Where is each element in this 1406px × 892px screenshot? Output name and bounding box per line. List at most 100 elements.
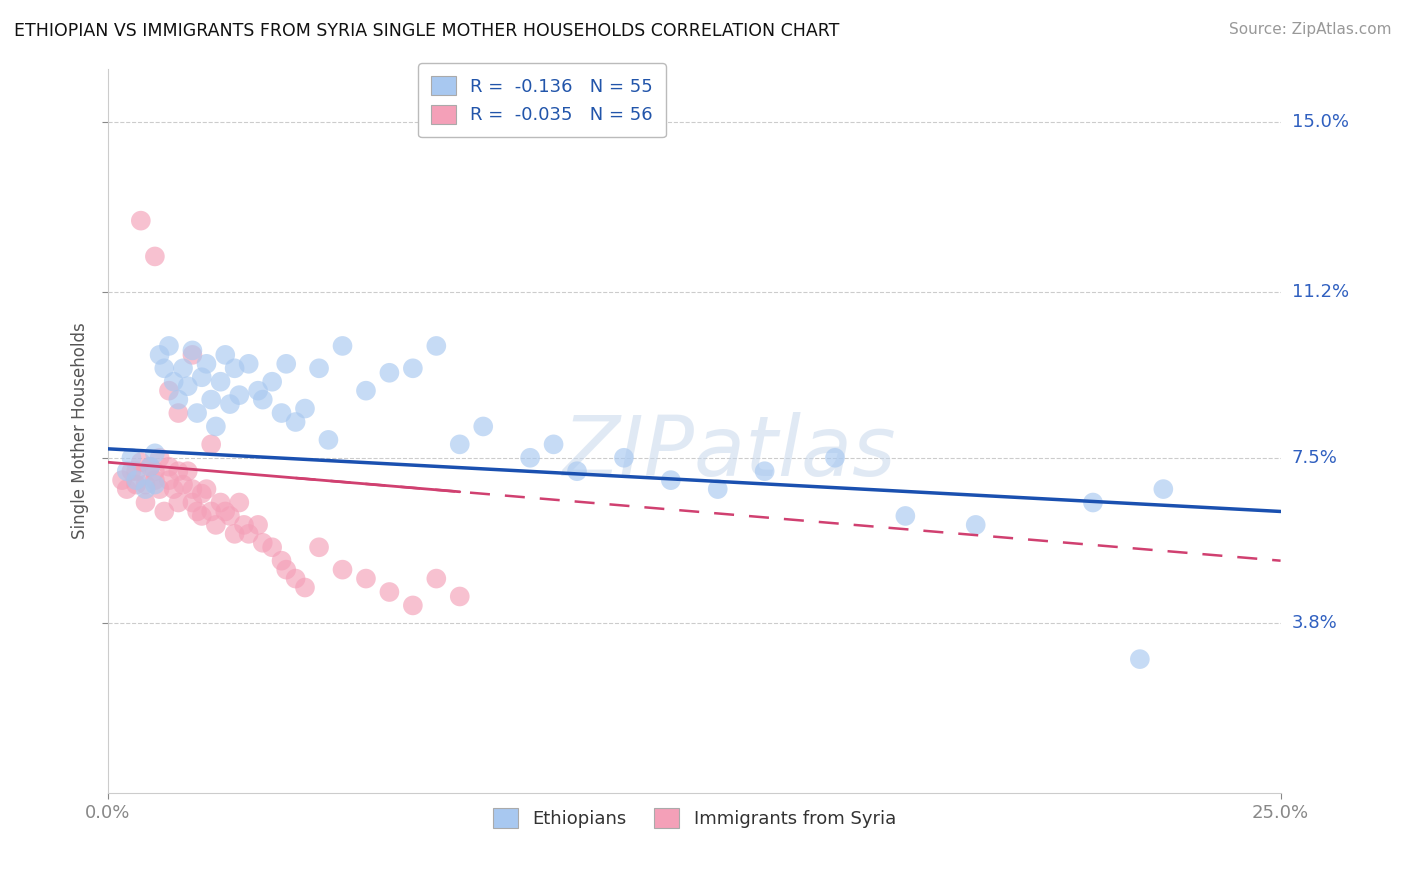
Point [172, 477, 194, 491]
Point [449, 590, 471, 604]
Point [177, 379, 200, 393]
Point [167, 406, 190, 420]
Point [205, 517, 228, 532]
Point [247, 517, 270, 532]
Point [965, 517, 987, 532]
Point [153, 504, 176, 518]
Point [149, 450, 172, 465]
Point [200, 504, 222, 518]
Point [143, 477, 166, 491]
Point [134, 482, 156, 496]
Point [252, 392, 274, 407]
Point [284, 572, 307, 586]
Point [129, 455, 152, 469]
Point [472, 419, 495, 434]
Point [378, 585, 401, 599]
Point [143, 249, 166, 263]
Point [139, 459, 162, 474]
Point [613, 450, 636, 465]
Point [402, 599, 425, 613]
Point [354, 572, 377, 586]
Point [308, 541, 330, 555]
Text: 11.2%: 11.2% [1292, 284, 1348, 301]
Point [125, 477, 148, 491]
Y-axis label: Single Mother Households: Single Mother Households [72, 323, 89, 540]
Point [157, 384, 180, 398]
Point [238, 526, 260, 541]
Point [378, 366, 401, 380]
Point [219, 397, 242, 411]
Point [157, 339, 180, 353]
Point [247, 384, 270, 398]
Point [167, 495, 190, 509]
Point [276, 563, 298, 577]
Point [167, 392, 190, 407]
Point [186, 406, 208, 420]
Point [402, 361, 425, 376]
Point [149, 482, 172, 496]
Point [659, 473, 682, 487]
Text: 15.0%: 15.0% [1292, 113, 1348, 131]
Point [115, 464, 138, 478]
Point [262, 541, 284, 555]
Text: ZIPatlas: ZIPatlas [562, 412, 896, 493]
Point [332, 339, 354, 353]
Point [181, 482, 204, 496]
Point [284, 415, 307, 429]
Point [111, 473, 134, 487]
Point [134, 477, 156, 491]
Point [228, 388, 250, 402]
Point [186, 504, 208, 518]
Point [824, 450, 846, 465]
Text: Source: ZipAtlas.com: Source: ZipAtlas.com [1229, 22, 1392, 37]
Point [294, 401, 316, 416]
Point [270, 554, 292, 568]
Point [1129, 652, 1152, 666]
Point [181, 343, 204, 358]
Point [449, 437, 471, 451]
Point [191, 508, 214, 523]
Point [157, 459, 180, 474]
Point [214, 348, 236, 362]
Point [706, 482, 728, 496]
Point [224, 526, 246, 541]
Point [219, 508, 242, 523]
Point [125, 464, 148, 478]
Point [1152, 482, 1174, 496]
Point [157, 473, 180, 487]
Point [143, 446, 166, 460]
Point [200, 437, 222, 451]
Point [318, 433, 340, 447]
Point [228, 495, 250, 509]
Point [224, 361, 246, 376]
Point [191, 370, 214, 384]
Point [120, 464, 142, 478]
Text: 7.5%: 7.5% [1292, 449, 1337, 467]
Point [543, 437, 565, 451]
Point [143, 464, 166, 478]
Point [276, 357, 298, 371]
Point [177, 464, 200, 478]
Point [233, 517, 256, 532]
Point [332, 563, 354, 577]
Point [167, 464, 190, 478]
Point [294, 581, 316, 595]
Point [153, 361, 176, 376]
Point [252, 536, 274, 550]
Point [125, 473, 148, 487]
Point [163, 482, 186, 496]
Point [120, 450, 142, 465]
Point [308, 361, 330, 376]
Point [1081, 495, 1104, 509]
Point [181, 495, 204, 509]
Point [149, 348, 172, 362]
Point [191, 486, 214, 500]
Point [425, 339, 447, 353]
Point [134, 495, 156, 509]
Point [163, 375, 186, 389]
Point [195, 357, 218, 371]
Point [205, 419, 228, 434]
Point [354, 384, 377, 398]
Point [195, 482, 218, 496]
Point [565, 464, 588, 478]
